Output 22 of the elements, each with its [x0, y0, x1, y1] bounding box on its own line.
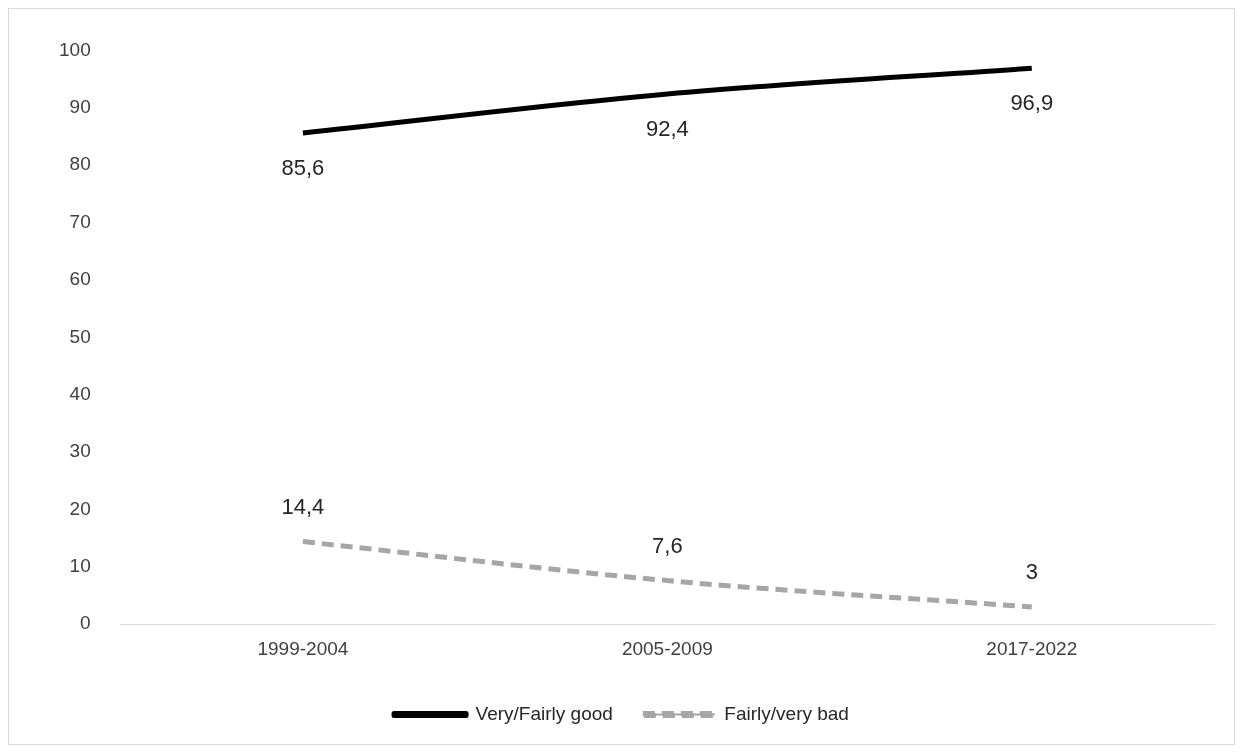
y-tick-label: 70 [69, 210, 91, 232]
data-label: 96,9 [1010, 90, 1054, 116]
y-tick-label: 60 [69, 268, 91, 290]
y-tick-label: 0 [80, 612, 91, 634]
data-label: 92,4 [645, 116, 689, 142]
y-tick-label: 50 [69, 325, 91, 347]
legend-label: Very/Fairly good [475, 702, 613, 724]
y-tick-label: 40 [69, 382, 91, 404]
data-label: 3 [1025, 559, 1038, 585]
y-tick-label: 30 [69, 440, 91, 462]
x-tick-label: 2017-2022 [986, 637, 1078, 659]
x-tick-label: 1999-2004 [257, 637, 349, 659]
data-label: 14,4 [281, 493, 325, 519]
legend-label: Fairly/very bad [724, 702, 849, 724]
y-tick-label: 90 [69, 96, 91, 118]
y-tick-label: 10 [69, 555, 91, 577]
y-tick-label: 80 [69, 153, 91, 175]
y-tick-label: 20 [69, 497, 91, 519]
x-tick-label: 2005-2009 [621, 637, 713, 659]
y-tick-label: 100 [59, 38, 91, 60]
data-label: 85,6 [281, 155, 325, 181]
data-label: 7,6 [652, 532, 683, 558]
